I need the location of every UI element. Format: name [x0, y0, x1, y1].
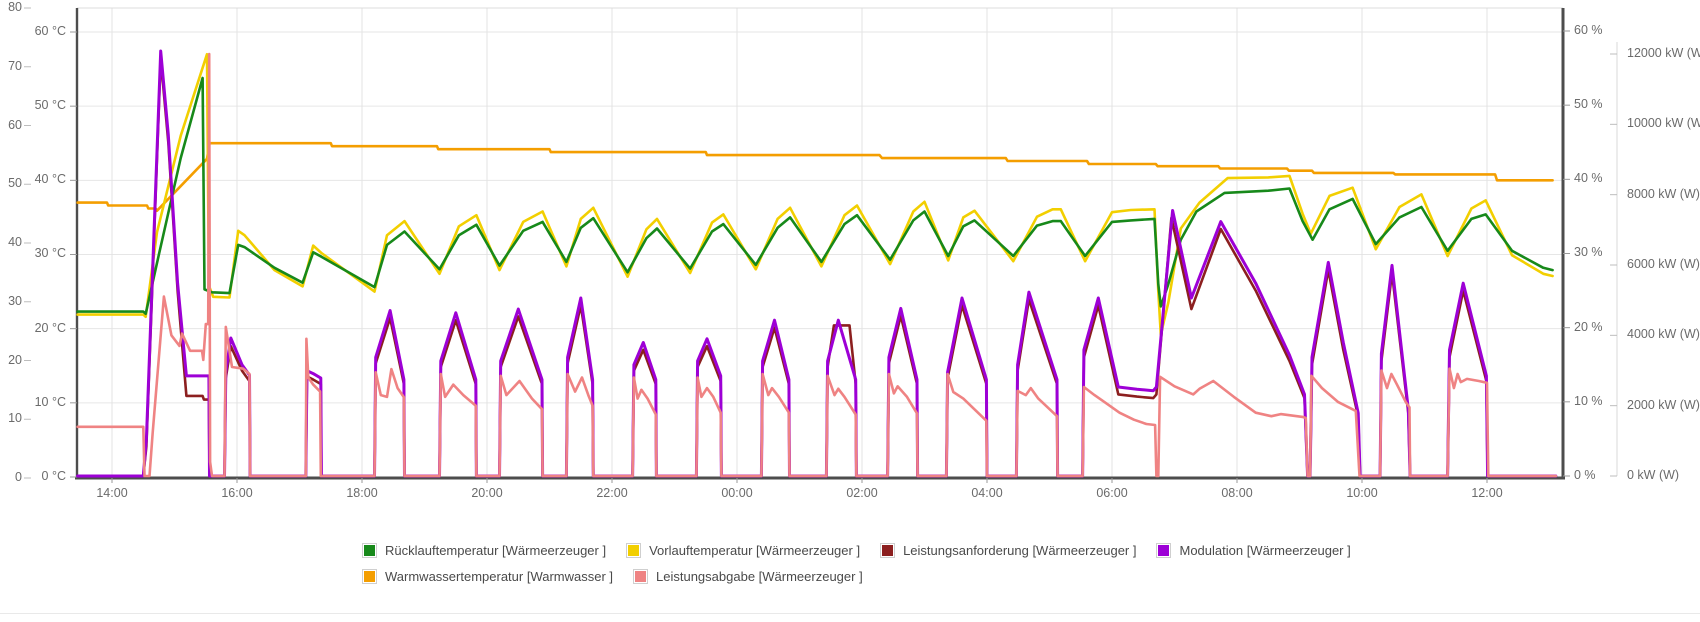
series-line-5[interactable] [76, 52, 1558, 478]
temp-axis-label: 20 °C [34, 320, 66, 335]
legend-item-2[interactable]: Leistungsanforderung [Wärmeerzeuger ] [880, 543, 1136, 558]
x-axis-label: 06:00 [1096, 486, 1128, 500]
legend-swatch-icon [880, 543, 896, 558]
outer-left-axis-label: 70 [8, 58, 22, 73]
power-axis-label: 10000 kW (W) [1627, 116, 1700, 131]
percent-axis-label: 30 % [1574, 245, 1603, 260]
outer-left-axis-label: 80 [8, 0, 22, 14]
x-axis-label: 04:00 [971, 486, 1003, 500]
legend-item-1[interactable]: Vorlauftemperatur [Wärmeerzeuger ] [626, 543, 860, 558]
temp-axis-label: 40 °C [34, 172, 66, 187]
legend-label: Leistungsanforderung [Wärmeerzeuger ] [903, 543, 1137, 558]
outer-left-axis-label: 0 [15, 470, 22, 484]
legend-label: Vorlauftemperatur [Wärmeerzeuger ] [649, 543, 861, 558]
series-line-0[interactable] [76, 76, 1554, 316]
x-axis-label: 12:00 [1471, 486, 1503, 500]
power-axis-label: 2000 kW (W) [1627, 397, 1700, 412]
outer-left-axis-label: 40 [8, 235, 22, 249]
percent-axis-label: 10 % [1574, 393, 1603, 408]
legend-row-0: Rücklauftemperatur [Wärmeerzeuger ] Vorla… [362, 543, 1351, 558]
series-line-2[interactable] [76, 57, 1558, 478]
x-axis-label: 02:00 [846, 486, 878, 500]
temp-axis-label: 50 °C [34, 98, 66, 113]
outer-left-axis-label: 50 [8, 176, 22, 191]
power-axis-label: 12000 kW (W) [1627, 45, 1700, 60]
footer-divider [0, 613, 1700, 614]
legend-label: Modulation [Wärmeerzeuger ] [1179, 543, 1351, 558]
x-axis-label: 10:00 [1346, 486, 1378, 500]
percent-axis-label: 20 % [1574, 319, 1603, 334]
outer-left-axis-label: 30 [8, 293, 22, 308]
legend-swatch-icon [633, 569, 649, 584]
percent-axis-label: 40 % [1574, 171, 1603, 186]
legend-swatch-icon [626, 543, 642, 558]
legend-label: Warmwassertemperatur [Warmwasser ] [385, 569, 614, 584]
x-axis-label: 08:00 [1221, 486, 1253, 500]
temp-axis-label: 10 °C [34, 394, 66, 409]
legend-label: Leistungsabgabe [Wärmeerzeuger ] [656, 569, 863, 584]
legend-item-3[interactable]: Modulation [Wärmeerzeuger ] [1156, 543, 1351, 558]
percent-axis-label: 50 % [1574, 97, 1603, 112]
series-line-4[interactable] [76, 141, 1554, 212]
x-axis-label: 22:00 [596, 486, 628, 500]
x-axis-label: 16:00 [221, 486, 253, 500]
x-axis-label: 20:00 [471, 486, 503, 500]
series-line-3[interactable] [76, 49, 1558, 478]
temp-axis-label: 30 °C [34, 246, 66, 261]
x-axis-label: 14:00 [96, 486, 128, 500]
power-axis-label: 8000 kW (W) [1627, 186, 1700, 201]
x-axis-label: 00:00 [721, 486, 753, 500]
percent-axis-label: 0 % [1574, 468, 1596, 482]
legend-item-5[interactable]: Leistungsabgabe [Wärmeerzeuger ] [633, 569, 863, 584]
legend-item-0[interactable]: Rücklauftemperatur [Wärmeerzeuger ] [362, 543, 606, 558]
percent-axis-label: 60 % [1574, 22, 1603, 37]
outer-left-axis-label: 60 [8, 117, 22, 132]
power-axis-label: 6000 kW (W) [1627, 256, 1700, 271]
plot-area[interactable] [0, 0, 1700, 540]
temp-axis-label: 60 °C [34, 23, 66, 38]
x-axis-label: 18:00 [346, 486, 378, 500]
power-axis-label: 0 kW (W) [1627, 468, 1680, 482]
legend-item-4[interactable]: Warmwassertemperatur [Warmwasser ] [362, 569, 613, 584]
power-axis-label: 4000 kW (W) [1627, 327, 1700, 342]
legend-swatch-icon [362, 543, 377, 558]
legend-row-1: Warmwassertemperatur [Warmwasser ] Leistu… [362, 569, 1351, 584]
legend-label: Rücklauftemperatur [Wärmeerzeuger ] [385, 543, 607, 558]
chart-legend: Rücklauftemperatur [Wärmeerzeuger ] Vorla… [362, 543, 1351, 584]
outer-left-axis-label: 20 [8, 352, 22, 367]
outer-left-axis-label: 10 [8, 411, 22, 426]
legend-swatch-icon [362, 569, 377, 584]
legend-swatch-icon [1156, 543, 1172, 558]
temp-axis-label: 0 °C [41, 469, 66, 483]
